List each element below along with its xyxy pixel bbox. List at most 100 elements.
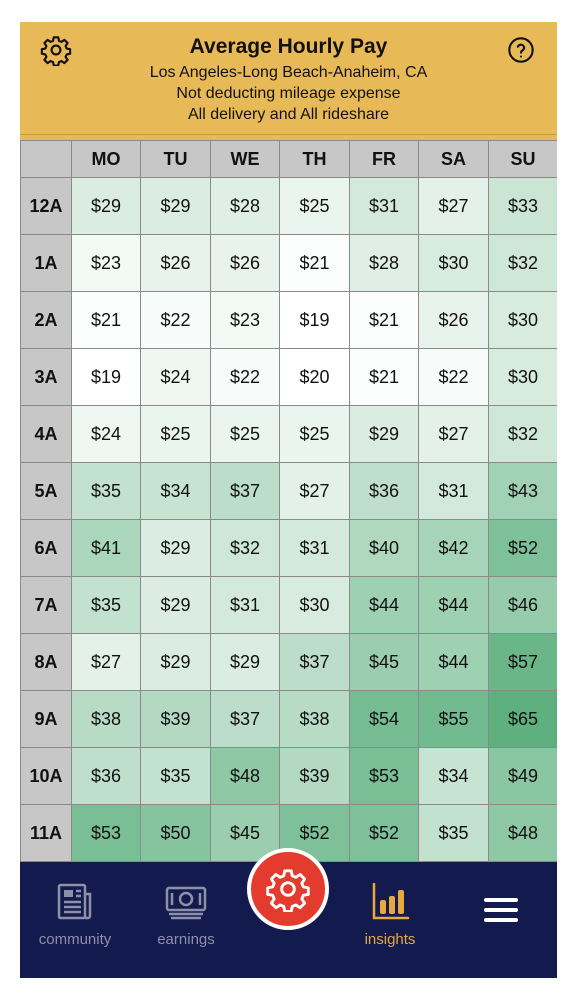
pay-cell[interactable]: $29 (71, 177, 141, 235)
pay-cell[interactable]: $26 (418, 291, 489, 349)
pay-cell[interactable]: $37 (279, 633, 350, 691)
menu-button[interactable] (451, 896, 551, 929)
pay-cell[interactable]: $21 (349, 348, 419, 406)
pay-cell[interactable]: $35 (418, 804, 489, 862)
pay-cell[interactable]: $32 (488, 234, 557, 292)
pay-cell[interactable]: $25 (279, 405, 350, 463)
pay-cell[interactable]: $29 (210, 633, 280, 691)
pay-cell[interactable]: $24 (71, 405, 141, 463)
pay-cell[interactable]: $28 (349, 234, 419, 292)
nav-community[interactable]: community (25, 882, 125, 948)
pay-cell[interactable]: $44 (418, 633, 489, 691)
pay-cell[interactable]: $41 (71, 519, 141, 577)
pay-cell[interactable]: $34 (140, 462, 211, 520)
hour-row: 6A $41 $29 $32 $31 $40 $42 $52 (20, 519, 557, 577)
pay-cell[interactable]: $30 (279, 576, 350, 634)
pay-cell[interactable]: $39 (279, 747, 350, 805)
pay-cell[interactable]: $21 (349, 291, 419, 349)
pay-cell[interactable]: $49 (488, 747, 557, 805)
gear-icon (266, 869, 310, 912)
pay-cell[interactable]: $44 (418, 576, 489, 634)
pay-cell[interactable]: $45 (349, 633, 419, 691)
pay-cell[interactable]: $37 (210, 690, 280, 748)
pay-cell[interactable]: $19 (71, 348, 141, 406)
hour-label: 7A (20, 576, 72, 634)
pay-cell[interactable]: $34 (418, 747, 489, 805)
pay-cell[interactable]: $44 (349, 576, 419, 634)
center-gear-button[interactable] (247, 848, 329, 930)
pay-cell[interactable]: $53 (349, 747, 419, 805)
day-header: TU (140, 140, 211, 178)
pay-cell[interactable]: $52 (488, 519, 557, 577)
pay-cell[interactable]: $29 (140, 177, 211, 235)
pay-cell[interactable]: $36 (71, 747, 141, 805)
pay-cell[interactable]: $24 (140, 348, 211, 406)
pay-cell[interactable]: $22 (210, 348, 280, 406)
pay-cell[interactable]: $27 (418, 405, 489, 463)
pay-cell[interactable]: $25 (279, 177, 350, 235)
pay-cell[interactable]: $27 (418, 177, 489, 235)
pay-cell[interactable]: $27 (71, 633, 141, 691)
help-button[interactable] (503, 32, 539, 68)
pay-cell[interactable]: $31 (279, 519, 350, 577)
pay-cell[interactable]: $25 (140, 405, 211, 463)
pay-cell[interactable]: $35 (140, 747, 211, 805)
pay-cell[interactable]: $31 (418, 462, 489, 520)
pay-cell[interactable]: $37 (210, 462, 280, 520)
hour-row: 8A $27 $29 $29 $37 $45 $44 $57 (20, 633, 557, 691)
pay-cell[interactable]: $33 (488, 177, 557, 235)
pay-cell[interactable]: $53 (71, 804, 141, 862)
pay-cell[interactable]: $38 (71, 690, 141, 748)
pay-cell[interactable]: $22 (140, 291, 211, 349)
pay-cell[interactable]: $43 (488, 462, 557, 520)
day-header: WE (210, 140, 280, 178)
pay-cell[interactable]: $39 (140, 690, 211, 748)
pay-cell[interactable]: $36 (349, 462, 419, 520)
pay-cell[interactable]: $21 (279, 234, 350, 292)
pay-cell[interactable]: $26 (140, 234, 211, 292)
pay-cell[interactable]: $52 (349, 804, 419, 862)
pay-cell[interactable]: $30 (418, 234, 489, 292)
hour-label: 6A (20, 519, 72, 577)
pay-cell[interactable]: $46 (488, 576, 557, 634)
pay-cell[interactable]: $35 (71, 576, 141, 634)
pay-cell[interactable]: $25 (210, 405, 280, 463)
pay-cell[interactable]: $29 (140, 633, 211, 691)
nav-insights[interactable]: insights (340, 882, 440, 948)
pay-cell[interactable]: $29 (140, 519, 211, 577)
pay-cell[interactable]: $19 (279, 291, 350, 349)
pay-cell[interactable]: $42 (418, 519, 489, 577)
hour-label: 5A (20, 462, 72, 520)
pay-cell[interactable]: $31 (210, 576, 280, 634)
pay-cell[interactable]: $20 (279, 348, 350, 406)
pay-cell[interactable]: $21 (71, 291, 141, 349)
pay-cell[interactable]: $38 (279, 690, 350, 748)
hour-row: 1A $23 $26 $26 $21 $28 $30 $32 (20, 234, 557, 292)
pay-cell[interactable]: $54 (349, 690, 419, 748)
pay-cell[interactable]: $40 (349, 519, 419, 577)
pay-cell[interactable]: $57 (488, 633, 557, 691)
pay-cell[interactable]: $28 (210, 177, 280, 235)
pay-cell[interactable]: $23 (210, 291, 280, 349)
pay-cell[interactable]: $31 (349, 177, 419, 235)
pay-cell[interactable]: $32 (488, 405, 557, 463)
pay-cell[interactable]: $55 (418, 690, 489, 748)
hour-label: 1A (20, 234, 72, 292)
pay-cell[interactable]: $35 (71, 462, 141, 520)
pay-cell[interactable]: $48 (210, 747, 280, 805)
pay-cell[interactable]: $48 (488, 804, 557, 862)
pay-cell[interactable]: $32 (210, 519, 280, 577)
pay-cell[interactable]: $65 (488, 690, 557, 748)
settings-button[interactable] (38, 32, 74, 68)
pay-cell[interactable]: $50 (140, 804, 211, 862)
day-header-row: MO TU WE TH FR SA SU (20, 140, 557, 178)
pay-cell[interactable]: $22 (418, 348, 489, 406)
pay-cell[interactable]: $26 (210, 234, 280, 292)
pay-cell[interactable]: $30 (488, 291, 557, 349)
pay-cell[interactable]: $23 (71, 234, 141, 292)
nav-earnings[interactable]: earnings (136, 882, 236, 948)
pay-cell[interactable]: $29 (349, 405, 419, 463)
pay-cell[interactable]: $29 (140, 576, 211, 634)
pay-cell[interactable]: $30 (488, 348, 557, 406)
pay-cell[interactable]: $27 (279, 462, 350, 520)
